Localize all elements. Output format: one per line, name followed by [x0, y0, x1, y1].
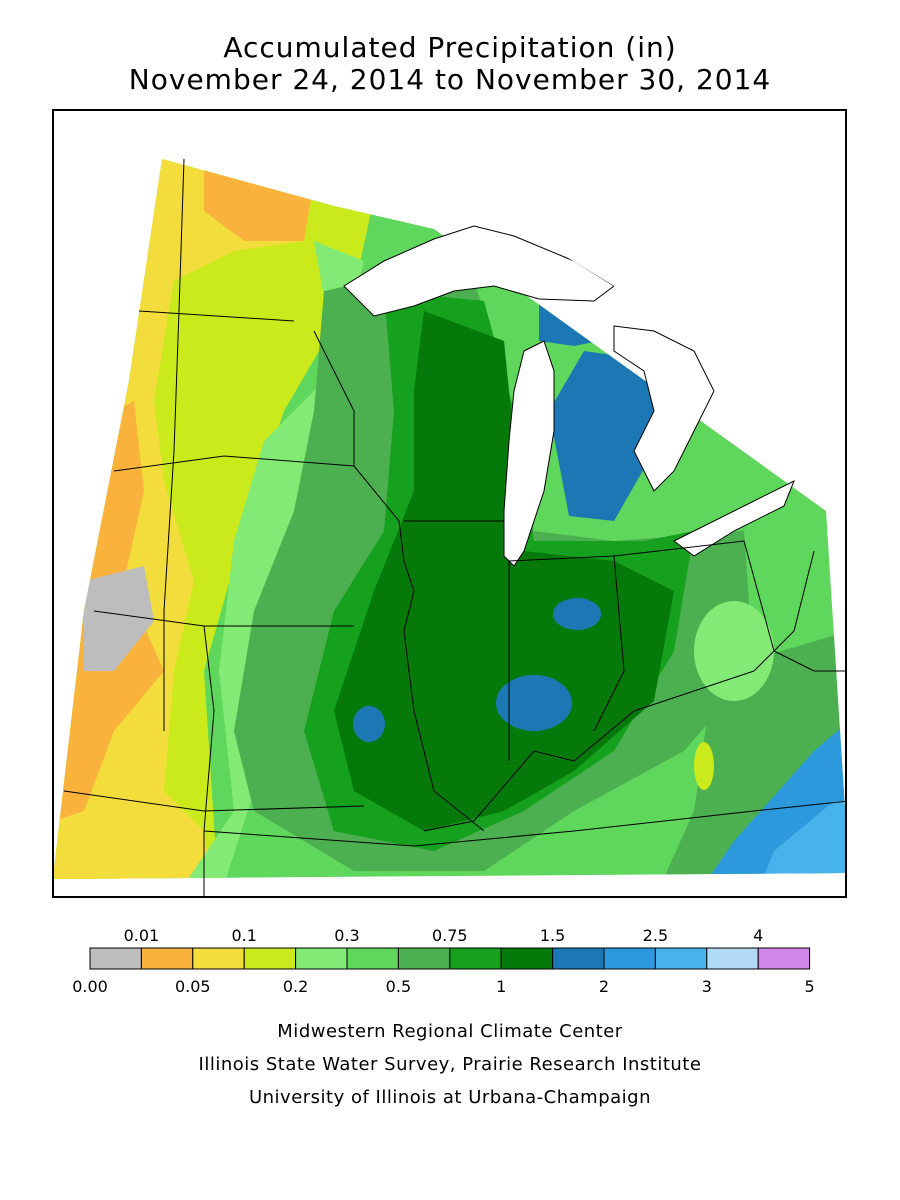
legend-top-label: 4	[753, 926, 763, 945]
lake-huron	[613, 325, 715, 492]
legend-bin	[449, 947, 502, 970]
legend-bottom-label: 0.00	[72, 977, 108, 996]
legend-bottom-label: 3	[702, 977, 712, 996]
legend-bin	[500, 947, 554, 970]
legend-top-label: 0.3	[334, 926, 359, 945]
field-gray-west	[84, 566, 154, 671]
legend-top-label: 0.01	[124, 926, 160, 945]
legend-bottom-label: 0.05	[175, 977, 211, 996]
field-blue-lower-michigan	[549, 351, 654, 521]
field-blue-spot-illinois	[496, 675, 572, 731]
legend-bin	[192, 947, 245, 970]
legend-top-label: 0.75	[432, 926, 468, 945]
lake-erie	[673, 479, 795, 557]
precipitation-map	[52, 109, 847, 898]
field-lime-spot-kentucky	[694, 742, 714, 790]
map-title: Accumulated Precipitation (in)	[223, 31, 677, 64]
legend-top-label: 1.5	[540, 926, 565, 945]
great-lakes	[343, 225, 795, 567]
field-dark-green-core	[334, 311, 674, 831]
field-light-green-ohio	[694, 601, 774, 701]
legend-bin	[552, 947, 605, 970]
credit-uiuc: University of Illinois at Urbana-Champai…	[248, 1087, 652, 1108]
legend-top-label: 2.5	[643, 926, 668, 945]
precipitation-legend: 0.01 0.1 0.3 0.75 1.5 2.5 4 0.00 0.05 0.2 0.5 1 2 3 5	[72, 926, 815, 996]
field-blue-spot-missouri	[353, 706, 385, 742]
legend-bin	[654, 947, 708, 970]
legend-bin	[346, 947, 399, 970]
legend-bin	[397, 947, 451, 970]
field-blue-spot-indiana	[553, 598, 601, 630]
legend-bottom-label: 2	[599, 977, 609, 996]
legend-bottom-label: 5	[805, 977, 815, 996]
legend-bin	[243, 947, 297, 970]
field-blue-upper-michigan	[539, 299, 624, 346]
legend-bin	[603, 947, 656, 970]
legend-bin	[295, 947, 348, 970]
legend-bin	[706, 947, 759, 970]
state-borders	[63, 158, 845, 896]
legend-bin	[89, 947, 142, 970]
legend-bin	[140, 947, 194, 970]
credit-mrcc: Midwestern Regional Climate Center	[277, 1021, 623, 1042]
lake-michigan	[503, 340, 555, 567]
legend-top-label: 0.1	[231, 926, 256, 945]
lake-superior	[343, 225, 615, 317]
legend-bottom-label: 1	[496, 977, 506, 996]
legend-bin	[757, 947, 811, 970]
map-date-range: November 24, 2014 to November 30, 2014	[128, 63, 772, 96]
legend-bottom-label: 0.5	[386, 977, 411, 996]
credit-isws: Illinois State Water Survey, Prairie Res…	[198, 1054, 702, 1075]
canada-land	[54, 111, 845, 511]
legend-bottom-label: 0.2	[283, 977, 308, 996]
